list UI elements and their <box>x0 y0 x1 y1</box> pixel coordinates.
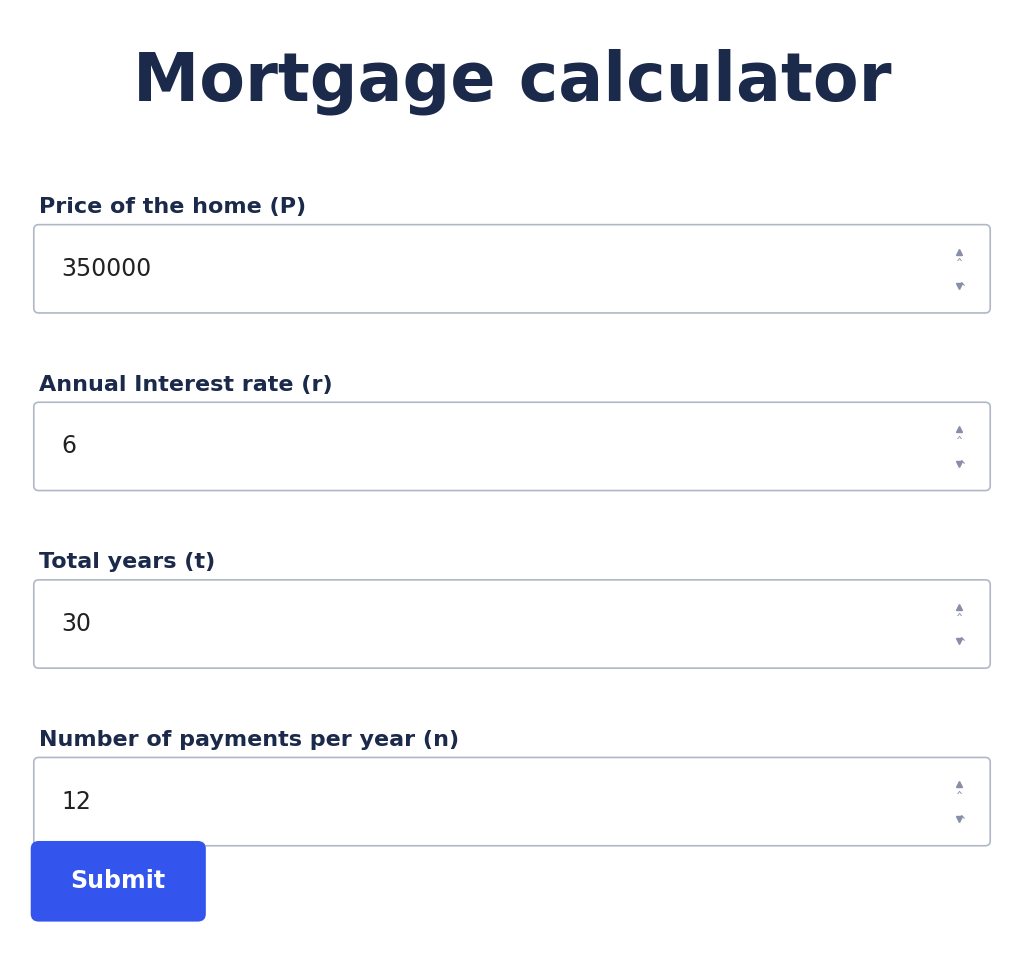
Text: ‸: ‸ <box>956 423 963 439</box>
Text: ‹: ‹ <box>952 814 967 820</box>
FancyBboxPatch shape <box>34 402 990 491</box>
Text: Total years (t): Total years (t) <box>39 552 215 572</box>
Text: ‸: ‸ <box>956 601 963 616</box>
Text: ‸: ‸ <box>956 246 963 261</box>
FancyBboxPatch shape <box>31 841 206 922</box>
Text: Submit: Submit <box>71 870 166 893</box>
FancyBboxPatch shape <box>34 225 990 313</box>
Text: 6: 6 <box>61 434 77 459</box>
Text: 350000: 350000 <box>61 257 152 281</box>
Text: Annual Interest rate (r): Annual Interest rate (r) <box>39 374 333 395</box>
Text: Number of payments per year (n): Number of payments per year (n) <box>39 730 459 750</box>
Text: Mortgage calculator: Mortgage calculator <box>133 48 891 115</box>
Text: ‹: ‹ <box>952 281 967 287</box>
Text: Price of the home (P): Price of the home (P) <box>39 197 306 217</box>
Text: ‸: ‸ <box>956 779 963 794</box>
Text: ‹: ‹ <box>952 459 967 465</box>
Text: 30: 30 <box>61 612 91 636</box>
FancyBboxPatch shape <box>34 757 990 846</box>
Text: ‹: ‹ <box>952 636 967 642</box>
FancyBboxPatch shape <box>34 580 990 668</box>
Text: 12: 12 <box>61 789 91 814</box>
